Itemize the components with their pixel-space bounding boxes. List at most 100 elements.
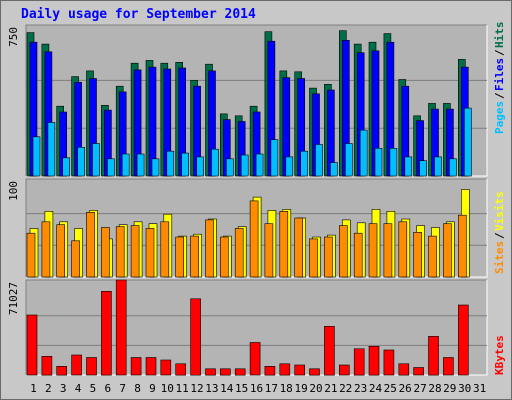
bar-kbytes-day-15 [234,368,246,376]
bar-sites-day-23 [353,232,363,278]
bar-pages-day-24 [374,148,383,177]
bar-pages-day-30 [463,107,472,177]
bar-kbytes-day-14 [220,368,231,376]
x-tick-day-31: 31 [473,382,486,395]
x-tick-day-4: 4 [75,382,82,395]
bar-kbytes-day-23 [353,348,365,376]
bar-kbytes-day-22 [338,364,350,376]
bar-kbytes-day-20 [309,368,320,376]
bar-pages-day-12 [196,156,204,177]
legend-pages: Pages [493,101,506,134]
bar-pages-day-19 [300,150,309,177]
x-tick-day-18: 18 [280,382,293,395]
x-tick-day-12: 12 [190,382,203,395]
bar-kbytes-day-25 [383,349,395,376]
bar-sites-day-4 [71,240,80,278]
x-tick-day-23: 23 [354,382,367,395]
panel-kbytes-border-dark [25,279,487,375]
bar-pages-day-3 [62,157,71,177]
bar-pages-day-9 [151,158,160,177]
legend-sites: Sites [493,241,506,274]
bar-kbytes-day-24 [368,345,380,376]
bar-pages-day-7 [121,153,130,177]
bar-sites-day-2 [41,221,51,278]
bar-pages-day-5 [92,143,100,177]
bar-kbytes-day-26 [398,363,410,376]
bar-pages-day-1 [32,136,41,177]
bar-sites-day-7 [115,226,125,278]
x-tick-day-3: 3 [60,382,67,395]
bar-pages-day-11 [181,152,189,177]
chart-title: Daily usage for September 2014 [21,7,256,22]
bar-pages-day-13 [211,148,219,177]
bar-sites-day-21 [324,236,333,278]
bar-pages-day-20 [315,144,323,177]
x-tick-day-13: 13 [205,382,218,395]
bar-kbytes-day-29 [443,357,454,376]
bar-sites-day-28 [428,235,437,278]
x-tick-day-24: 24 [369,382,383,395]
bar-sites-day-1 [26,232,36,278]
bar-sites-day-16 [249,200,259,278]
panel-visits-max-tick: 100 [7,181,20,201]
bar-pages-day-18 [285,156,294,177]
x-tick-day-29: 29 [443,382,456,395]
x-tick-day-30: 30 [458,382,471,395]
bar-kbytes-day-21 [324,325,335,376]
x-tick-day-25: 25 [384,382,397,395]
bar-sites-day-19 [294,217,304,278]
bar-kbytes-day-9 [145,357,157,376]
bar-pages-day-15 [240,154,249,177]
x-tick-day-22: 22 [339,382,352,395]
bar-pages-day-25 [389,148,398,177]
bar-sites-day-30 [457,214,467,278]
bar-pages-day-27 [419,160,427,177]
bar-sites-day-5 [86,212,95,278]
x-tick-day-20: 20 [309,382,322,395]
bar-sites-day-26 [398,221,408,278]
bar-sites-day-29 [443,223,452,278]
bar-sites-day-17 [264,223,274,278]
bar-sites-day-25 [383,223,393,278]
bar-kbytes-day-5 [86,357,97,376]
bar-sites-day-11 [175,236,184,278]
bar-sites-day-20 [309,238,318,278]
bar-sites-day-14 [220,236,229,278]
legend-separator: / [493,92,506,99]
bar-kbytes-day-27 [413,367,424,376]
bar-kbytes-day-1 [26,314,38,376]
bar-sites-day-8 [130,225,140,278]
x-tick-day-14: 14 [220,382,234,395]
bar-kbytes-day-11 [175,363,186,376]
bar-pages-day-6 [107,158,115,177]
bar-kbytes-day-18 [279,363,291,376]
bar-kbytes-day-6 [101,290,112,376]
panel-kbytes-max-tick: 71027 [7,282,20,315]
bar-kbytes-day-8 [130,357,142,376]
bar-sites-day-15 [234,228,244,278]
x-tick-day-1: 1 [30,382,37,395]
bar-pages-day-16 [255,153,264,177]
bar-pages-day-26 [404,156,413,177]
panel-hits-max-tick: 750 [7,27,20,47]
bar-kbytes-day-16 [249,342,261,376]
bar-sites-day-12 [190,235,199,278]
bar-sites-day-9 [145,228,155,278]
bar-kbytes-day-28 [428,335,439,376]
x-tick-day-11: 11 [175,382,188,395]
x-tick-day-21: 21 [324,382,337,395]
legend-kbytes: KBytes [493,335,506,375]
x-tick-day-9: 9 [149,382,156,395]
bar-pages-day-21 [330,162,338,177]
x-tick-day-19: 19 [294,382,307,395]
legend-separator: / [493,232,506,239]
bar-kbytes-day-17 [264,365,276,376]
bar-pages-day-2 [47,122,56,177]
bar-sites-day-10 [160,221,170,278]
x-tick-day-6: 6 [104,382,111,395]
bar-pages-day-14 [226,158,234,177]
legend-files: Files [493,58,506,91]
bar-sites-day-6 [101,227,110,278]
bar-sites-day-24 [368,223,378,278]
bar-kbytes-day-7 [115,279,127,376]
